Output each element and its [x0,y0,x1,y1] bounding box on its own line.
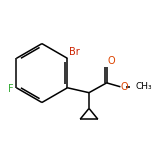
Text: O: O [121,82,129,92]
Text: F: F [8,84,14,94]
Text: O: O [107,56,115,66]
Text: CH₃: CH₃ [135,82,152,91]
Text: Br: Br [69,47,80,57]
